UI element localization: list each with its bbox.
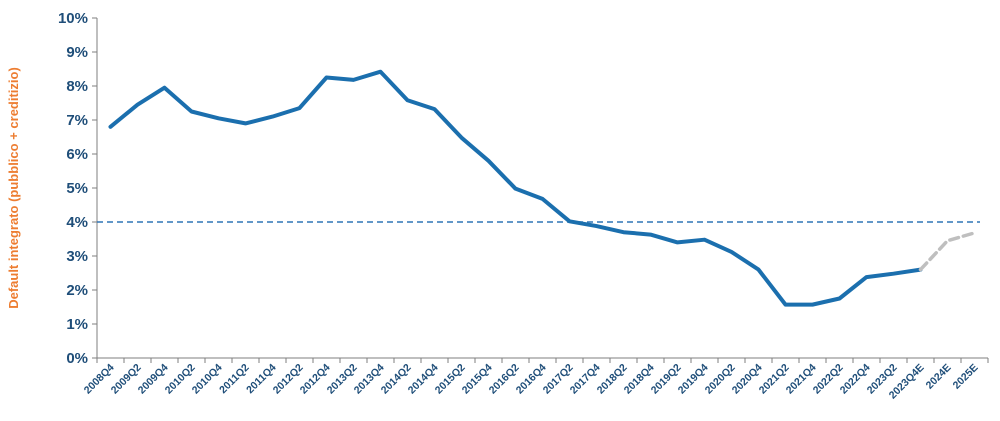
y-tick-label: 8% bbox=[66, 78, 88, 95]
y-axis-ticks: 0% 1% 2% 3% 4% 5% 6% 7% 8% 9% 10% bbox=[58, 10, 97, 367]
y-tick-label: 1% bbox=[66, 316, 88, 333]
forecast-line bbox=[918, 231, 977, 272]
y-tick-label: 10% bbox=[58, 10, 88, 27]
y-tick-label: 0% bbox=[66, 350, 88, 367]
y-tick-label: 6% bbox=[66, 146, 88, 163]
y-tick-label: 2% bbox=[66, 282, 88, 299]
y-axis-label: Default integrato (pubblico + creditizio… bbox=[6, 67, 21, 309]
y-tick-label: 3% bbox=[66, 248, 88, 265]
x-tick-label: 2025E bbox=[951, 362, 981, 392]
y-tick-label: 5% bbox=[66, 180, 88, 197]
series-lines bbox=[108, 69, 977, 307]
axes bbox=[96, 18, 988, 359]
x-axis-ticks: 2008Q42009Q22009Q42010Q22010Q42011Q22011… bbox=[82, 358, 989, 401]
actual-line bbox=[108, 69, 923, 307]
y-tick-label: 7% bbox=[66, 112, 88, 129]
x-tick-label: 2024E bbox=[924, 362, 954, 392]
y-tick-label: 9% bbox=[66, 44, 88, 61]
y-tick-label: 4% bbox=[66, 214, 88, 231]
